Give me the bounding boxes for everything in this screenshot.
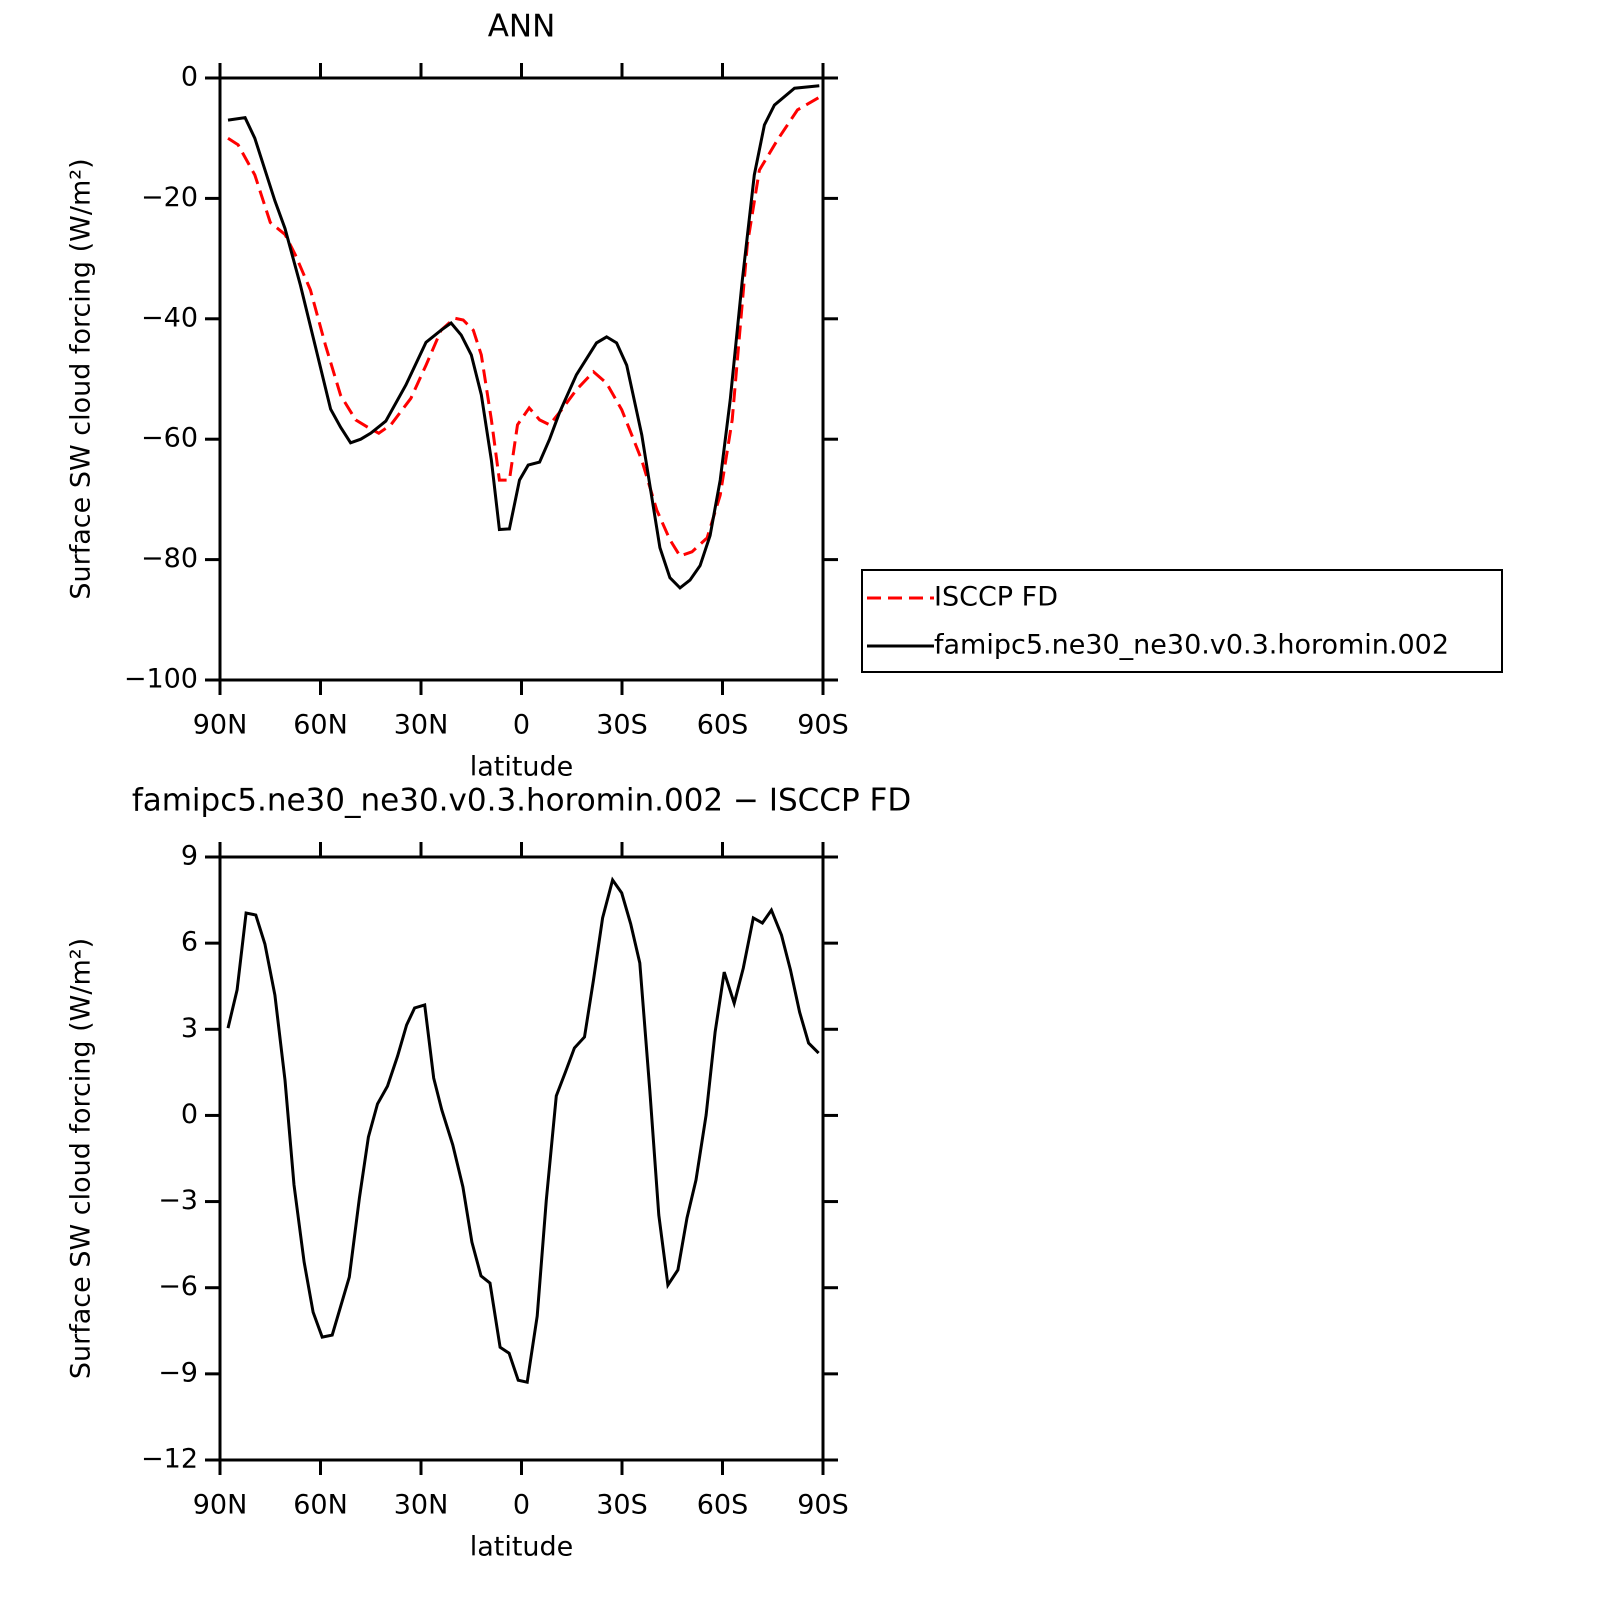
data-line xyxy=(227,96,821,558)
y-tick-label: −20 xyxy=(141,182,198,213)
data-line xyxy=(226,876,820,1385)
x-tick-label: 60N xyxy=(293,710,348,741)
y-axis-label: Surface SW cloud forcing (W/m²) xyxy=(66,158,97,599)
x-tick-label: 90S xyxy=(797,1490,849,1521)
x-tick-label: 60S xyxy=(697,710,749,741)
chart-title: ANN xyxy=(488,9,556,45)
x-tick-label: 30N xyxy=(394,1490,449,1521)
x-tick-label: 30S xyxy=(596,710,648,741)
y-tick-label: −100 xyxy=(124,664,198,695)
x-tick-label: 90N xyxy=(193,1490,248,1521)
x-tick-label: 60S xyxy=(697,1490,749,1521)
y-tick-label: −60 xyxy=(141,423,198,454)
x-tick-label: 90N xyxy=(193,710,248,741)
legend-label: famipc5.ne30_ne30.v0.3.horomin.002 xyxy=(934,630,1449,661)
y-tick-label: −12 xyxy=(141,1444,198,1475)
x-tick-label: 30N xyxy=(394,710,449,741)
legend-label: ISCCP FD xyxy=(934,582,1058,613)
y-tick-label: 3 xyxy=(181,1013,198,1044)
plot-frame xyxy=(218,855,825,1462)
x-tick-label: 0 xyxy=(513,1490,530,1521)
chart-title: famipc5.ne30_ne30.v0.3.horomin.002 − ISC… xyxy=(132,783,911,819)
x-tick-label: 60N xyxy=(293,1490,348,1521)
y-tick-label: −9 xyxy=(158,1357,198,1388)
x-axis-label: latitude xyxy=(470,1532,574,1563)
y-tick-label: 0 xyxy=(181,62,198,93)
y-tick-label: 0 xyxy=(181,1099,198,1130)
y-tick-label: −40 xyxy=(141,302,198,333)
y-tick-label: 9 xyxy=(181,841,198,872)
y-tick-label: −80 xyxy=(141,543,198,574)
y-tick-label: 6 xyxy=(181,927,198,958)
y-tick-label: −6 xyxy=(158,1271,198,1302)
legend-box xyxy=(861,569,1503,673)
y-tick-label: −3 xyxy=(158,1185,198,1216)
x-tick-label: 30S xyxy=(596,1490,648,1521)
y-axis-label: Surface SW cloud forcing (W/m²) xyxy=(66,938,97,1379)
x-axis-label: latitude xyxy=(470,752,574,783)
data-line xyxy=(227,84,820,590)
x-tick-label: 0 xyxy=(513,710,530,741)
x-tick-label: 90S xyxy=(797,710,849,741)
